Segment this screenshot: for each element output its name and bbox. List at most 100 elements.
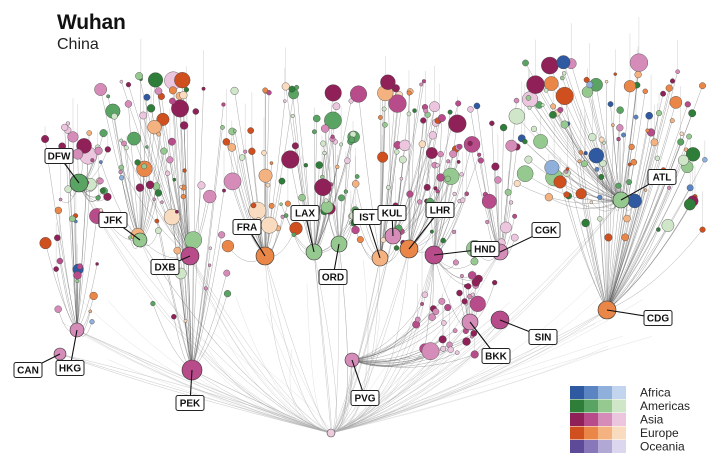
route-edge bbox=[207, 348, 332, 434]
route-edge bbox=[139, 239, 332, 434]
destination-node bbox=[586, 81, 594, 89]
destination-node bbox=[95, 262, 99, 266]
leaf-edge bbox=[476, 105, 501, 253]
destination-node bbox=[616, 136, 621, 142]
destination-node bbox=[699, 82, 706, 90]
destination-node bbox=[467, 106, 474, 113]
destination-node bbox=[444, 175, 451, 182]
label-box bbox=[175, 395, 205, 411]
destination-node bbox=[684, 101, 691, 108]
destination-node bbox=[220, 125, 225, 130]
leaf-edge bbox=[152, 303, 193, 371]
destination-node bbox=[320, 124, 330, 133]
destination-node bbox=[171, 314, 177, 320]
hub-label-hkg: HKG bbox=[55, 360, 85, 376]
destination-node bbox=[61, 123, 69, 131]
destination-node bbox=[435, 163, 440, 168]
hub-code-text: KUL bbox=[382, 209, 403, 220]
destination-node bbox=[492, 280, 498, 286]
leaf-edge bbox=[606, 102, 677, 311]
leaf-edge bbox=[529, 107, 622, 201]
destination-node bbox=[90, 158, 95, 163]
destination-node bbox=[428, 313, 436, 321]
destination-node bbox=[435, 189, 440, 194]
destination-node bbox=[477, 157, 484, 164]
destination-node bbox=[544, 160, 560, 175]
destination-node bbox=[560, 120, 569, 129]
destination-node bbox=[473, 102, 481, 110]
leaf-edge bbox=[191, 190, 225, 371]
route-edge bbox=[330, 270, 605, 434]
hub-label-hnd: HND bbox=[470, 241, 500, 257]
destination-node bbox=[141, 163, 147, 170]
destination-node bbox=[634, 70, 642, 79]
destination-node bbox=[436, 173, 445, 182]
leaf-edge bbox=[76, 216, 98, 331]
destination-node bbox=[291, 232, 297, 238]
route-edge bbox=[189, 255, 332, 434]
leaf-edge bbox=[424, 254, 435, 349]
destination-node bbox=[283, 99, 287, 103]
destination-node bbox=[452, 259, 459, 266]
destination-node bbox=[399, 176, 404, 181]
destination-node bbox=[67, 131, 79, 143]
page-title: Wuhan bbox=[57, 11, 126, 34]
destination-node bbox=[320, 174, 325, 180]
hub-code-text: SIN bbox=[535, 333, 552, 344]
hub-label-layer: CAN HKG PEK PVG DFW JFK DXB FRA LAX ORD IST KUL LHR H… bbox=[13, 148, 677, 411]
hub-label-jfk: JFK bbox=[98, 212, 128, 228]
hub-label-sin: SIN bbox=[528, 329, 558, 345]
leaf-edge bbox=[540, 141, 622, 201]
destination-node bbox=[446, 159, 451, 164]
destination-node bbox=[382, 121, 388, 128]
route-edge bbox=[264, 255, 332, 434]
route-edge bbox=[330, 248, 410, 434]
destination-node bbox=[577, 159, 582, 164]
destination-node bbox=[386, 185, 391, 190]
destination-node bbox=[381, 106, 387, 112]
leaf-edge bbox=[351, 311, 437, 361]
hub-label-pvg: PVG bbox=[350, 390, 380, 406]
destination-node bbox=[467, 271, 477, 280]
destination-node bbox=[179, 91, 188, 100]
legend-swatch bbox=[570, 386, 584, 399]
destination-node bbox=[335, 164, 340, 170]
destination-node bbox=[683, 198, 696, 211]
destination-node bbox=[89, 291, 98, 301]
destination-node bbox=[412, 108, 417, 113]
destination-node bbox=[119, 79, 124, 84]
destination-node bbox=[332, 102, 341, 111]
leaf-edge bbox=[596, 169, 608, 311]
destination-node bbox=[103, 192, 112, 201]
leaf-edge bbox=[606, 141, 681, 311]
destination-node bbox=[504, 188, 512, 196]
destination-node bbox=[423, 108, 429, 114]
destination-node bbox=[470, 350, 479, 359]
destination-node bbox=[540, 103, 545, 107]
destination-node bbox=[429, 101, 440, 113]
leaf-edge bbox=[566, 194, 608, 311]
destination-node bbox=[677, 138, 685, 146]
destination-node bbox=[581, 218, 590, 228]
destination-node bbox=[344, 157, 351, 164]
legend-label-americas: Americas bbox=[640, 399, 690, 413]
legend-swatch bbox=[612, 399, 626, 413]
destination-node bbox=[415, 316, 421, 323]
leaf-edge bbox=[499, 127, 504, 253]
destination-node bbox=[171, 99, 189, 118]
legend-label-asia: Asia bbox=[640, 413, 664, 427]
destination-node bbox=[611, 123, 615, 127]
hub-label-atl: ATL bbox=[647, 169, 677, 185]
label-box bbox=[470, 241, 500, 257]
destination-node bbox=[258, 168, 273, 183]
destination-node bbox=[623, 80, 637, 93]
hub-code-text: HND bbox=[474, 245, 496, 256]
label-box bbox=[44, 148, 74, 164]
leaf-edge bbox=[379, 108, 385, 259]
legend-swatch bbox=[584, 426, 598, 440]
destination-node bbox=[154, 218, 160, 224]
legend-swatch bbox=[584, 386, 598, 399]
destination-node bbox=[581, 160, 588, 168]
leaf-edge bbox=[606, 85, 703, 311]
leaf-edge bbox=[264, 101, 286, 257]
